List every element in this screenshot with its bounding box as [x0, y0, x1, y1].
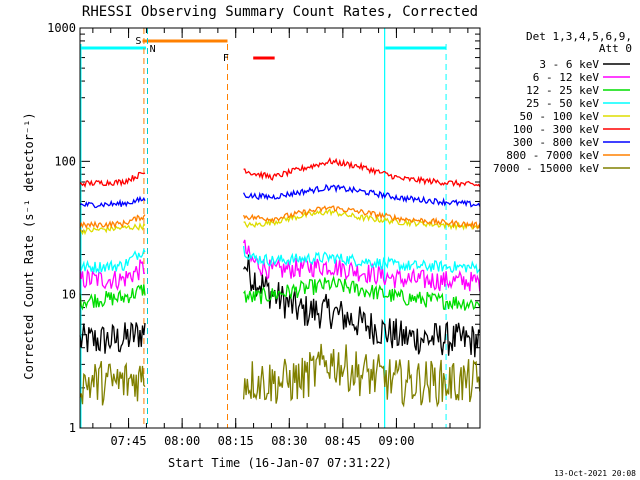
x-tick-label: 08:00	[164, 434, 200, 448]
series-line-7-segment-1	[242, 205, 481, 230]
legend-label: 25 - 50 keV	[526, 97, 599, 110]
y-tick-label: 1	[69, 421, 76, 435]
series-line-3-segment-0	[79, 247, 146, 274]
legend-label: 100 - 300 keV	[513, 123, 599, 136]
series-line-2-segment-0	[79, 284, 146, 311]
legend-label: 300 - 800 keV	[513, 136, 599, 149]
y-tick-label: 10	[62, 288, 76, 302]
series-line-5-segment-0	[79, 171, 146, 189]
legend-label: 50 - 100 keV	[520, 110, 600, 123]
legend-label: 12 - 25 keV	[526, 84, 599, 97]
x-tick-label: 08:45	[325, 434, 361, 448]
series-line-6-segment-0	[79, 195, 146, 209]
series-line-6-segment-1	[243, 183, 481, 208]
x-tick-label: 08:30	[271, 434, 307, 448]
legend-header-line-1: Det 1,3,4,5,6,9,	[526, 30, 632, 43]
y-tick-label: 100	[54, 154, 76, 168]
x-tick-label: 08:15	[218, 434, 254, 448]
legend-label: 3 - 6 keV	[539, 58, 599, 71]
annotation-s: S	[135, 36, 141, 47]
legend-header-line-2: Att 0	[599, 42, 632, 55]
series-line-2-segment-1	[243, 274, 481, 311]
footer-date: 13-Oct-2021 20:08	[554, 469, 636, 478]
y-tick-label: 1000	[47, 21, 76, 35]
x-axis-label: Start Time (16-Jan-07 07:31:22)	[168, 456, 392, 470]
annotation-n: N	[150, 44, 156, 55]
series-line-5-segment-1	[243, 156, 481, 188]
x-tick-label: 07:45	[111, 434, 147, 448]
plot-area: 1 10 100 1000 07:45 08:00 08:15 08:30 08:45 09:00…	[47, 21, 481, 448]
series-line-4-segment-0	[79, 221, 146, 236]
series-line-1-segment-0	[79, 259, 146, 291]
legend-label: 6 - 12 keV	[533, 71, 600, 84]
x-tick-label: 09:00	[378, 434, 414, 448]
series-line-7-segment-0	[79, 214, 146, 229]
series-line-1-segment-1	[242, 239, 481, 292]
chart-title: RHESSI Observing Summary Count Rates, Co…	[82, 4, 478, 20]
series-line-8-segment-1	[242, 343, 481, 408]
legend-label: 800 - 7000 keV	[506, 149, 599, 162]
legend-label: 7000 - 15000 keV	[493, 162, 599, 175]
series-line-0-segment-1	[243, 254, 481, 358]
series-line-3-segment-1	[242, 246, 481, 275]
y-axis-label: Corrected Count Rate (s⁻¹ detector⁻¹)	[22, 112, 36, 379]
series-line-0-segment-0	[79, 321, 146, 354]
series-line-8-segment-0	[79, 360, 146, 406]
plot-frame	[79, 27, 481, 429]
annotation-f: F	[223, 53, 229, 64]
